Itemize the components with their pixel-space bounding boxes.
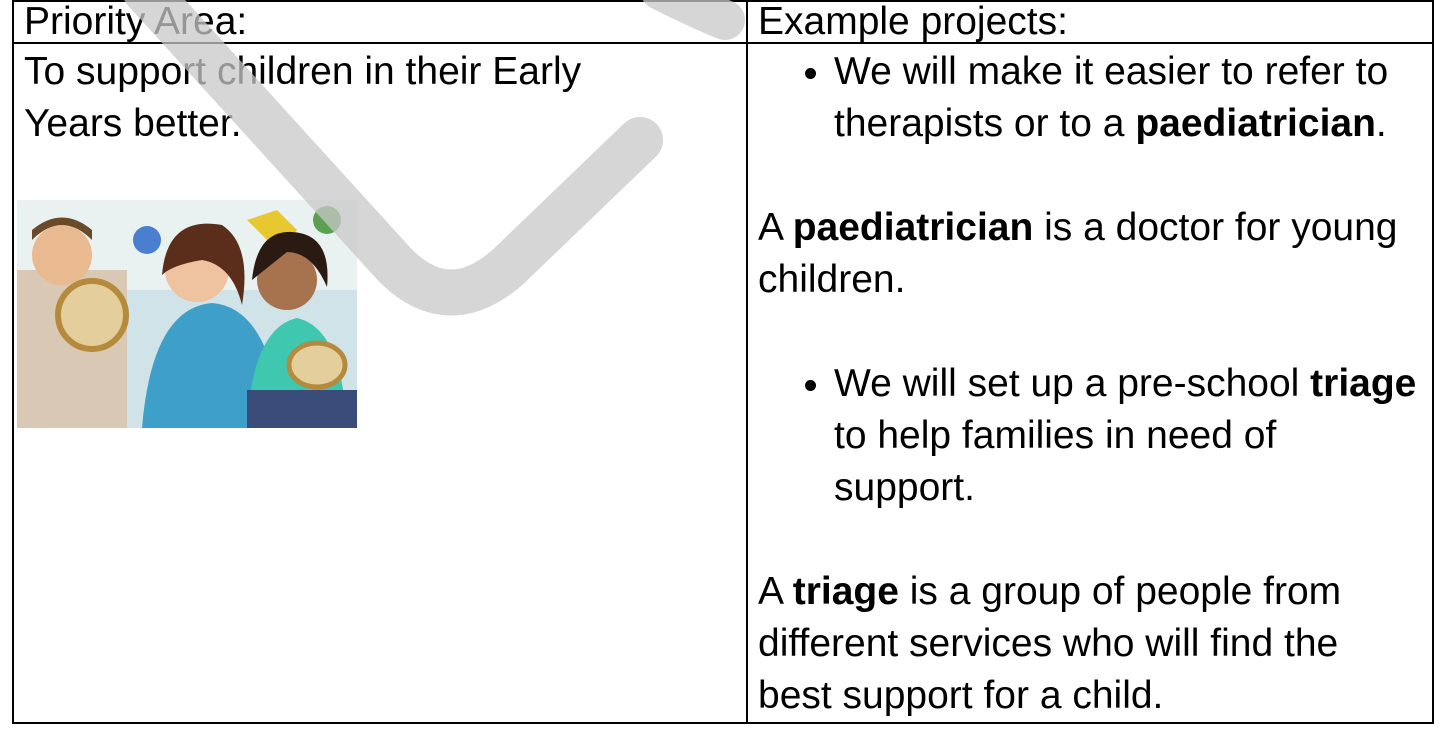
bullet-text: We will make it easier to refer to thera… <box>834 50 1389 145</box>
header-row: Priority Area: Example projects: <box>12 0 1434 44</box>
content-row: To support children in their Early Years… <box>12 42 1434 724</box>
bullet-list: We will make it easier to refer to thera… <box>758 46 1422 150</box>
bold-term: triage <box>792 570 899 613</box>
header-cell: Priority Area: <box>12 0 748 44</box>
definition-text: is a doctor for young children. <box>758 206 1398 301</box>
definition: A triage is a group of people from diffe… <box>758 566 1422 722</box>
bullet-text: . <box>1375 102 1387 145</box>
bold-term: paediatrician <box>1135 102 1376 145</box>
bullet: We will make it easier to refer to thera… <box>834 46 1422 150</box>
priority-text: To support children in their Early Years… <box>24 50 582 145</box>
children-photo <box>17 200 357 428</box>
definition-text: A <box>758 206 793 249</box>
definition-text: A <box>758 570 793 613</box>
definition: A paediatrician is a doctor for young ch… <box>758 202 1422 306</box>
bullet-list: We will set up a pre-school triage to he… <box>758 358 1422 514</box>
projects-cell: We will make it easier to refer to thera… <box>746 42 1434 724</box>
definition-text: is a group of people from different serv… <box>758 570 1342 717</box>
bullet: We will set up a pre-school triage to he… <box>834 358 1422 514</box>
bold-term: triage <box>1310 362 1417 405</box>
bullet-text: We will set up a pre-school <box>834 362 1311 405</box>
bold-term: paediatrician <box>792 206 1034 249</box>
header-cell: Example projects: <box>746 0 1434 44</box>
bullet-text: to help families in need of support. <box>834 414 1277 509</box>
priority-cell: To support children in their Early Years… <box>12 42 748 724</box>
priority-table: Priority Area: Example projects: To supp… <box>12 0 1434 724</box>
